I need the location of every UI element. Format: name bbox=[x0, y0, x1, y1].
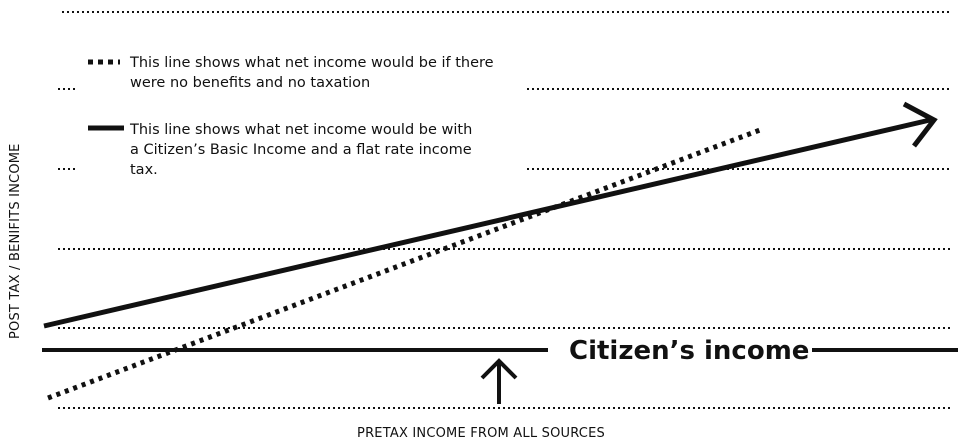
y-axis-label: POST TAX / BENIFITS INCOME bbox=[8, 143, 23, 339]
no-benefits-line bbox=[47, 127, 761, 401]
citizens-income-label: Citizen’s income bbox=[567, 336, 812, 366]
arrow-head-icon bbox=[902, 101, 938, 148]
up-arrow-icon bbox=[480, 358, 518, 404]
x-axis-label: PRETAX INCOME FROM ALL SOURCES bbox=[357, 426, 605, 441]
basic-income-line bbox=[43, 117, 931, 329]
grid-lines bbox=[58, 11, 950, 409]
legend-text-basic-income: This line shows what net income would be… bbox=[130, 122, 473, 178]
legend-text-no-benefits: This line shows what net income would be… bbox=[130, 55, 494, 91]
